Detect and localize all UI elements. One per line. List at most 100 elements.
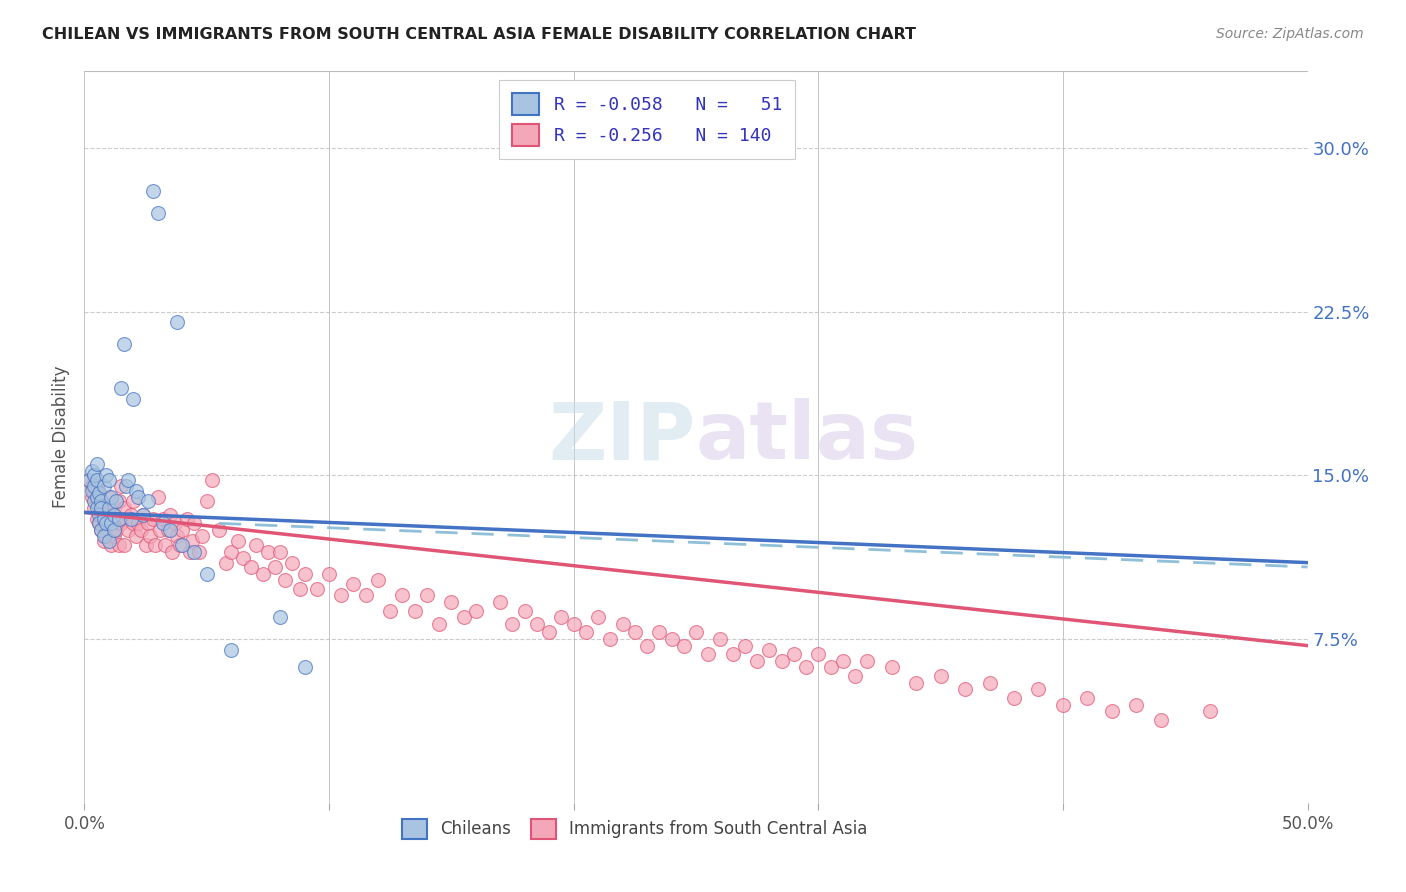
Point: [80, 483, 103, 498]
Point: [117, 523, 139, 537]
Point: [758, 643, 780, 657]
Point: [807, 648, 830, 662]
Point: [489, 595, 512, 609]
Point: [464, 604, 486, 618]
Point: [538, 625, 561, 640]
Point: [129, 523, 152, 537]
Point: [380, 604, 402, 618]
Point: [112, 538, 135, 552]
Point: [1198, 704, 1220, 718]
Text: Source: ZipAtlas.com: Source: ZipAtlas.com: [1216, 27, 1364, 41]
Point: [513, 604, 536, 618]
Point: [117, 473, 139, 487]
Point: [269, 545, 291, 559]
Point: [127, 516, 149, 531]
Point: [770, 654, 793, 668]
Point: [526, 616, 548, 631]
Point: [179, 545, 201, 559]
Point: [86, 473, 108, 487]
Point: [115, 479, 138, 493]
Point: [427, 616, 450, 631]
Point: [709, 632, 731, 646]
Point: [747, 654, 769, 668]
Point: [90, 523, 112, 537]
Point: [661, 632, 683, 646]
Point: [112, 501, 135, 516]
Point: [166, 529, 188, 543]
Point: [169, 538, 191, 552]
Point: [152, 516, 174, 531]
Point: [191, 529, 214, 543]
Point: [122, 392, 145, 406]
Point: [136, 516, 159, 531]
Point: [83, 468, 105, 483]
Point: [188, 545, 211, 559]
Point: [330, 588, 353, 602]
Point: [979, 675, 1001, 690]
Point: [77, 473, 100, 487]
Point: [264, 560, 287, 574]
Text: ZIP: ZIP: [548, 398, 696, 476]
Point: [318, 566, 340, 581]
Point: [107, 512, 129, 526]
Text: atlas: atlas: [696, 398, 920, 476]
Point: [87, 501, 110, 516]
Point: [1052, 698, 1074, 712]
Point: [149, 523, 172, 537]
Point: [274, 573, 297, 587]
Point: [100, 516, 122, 531]
Point: [783, 648, 806, 662]
Text: CHILEAN VS IMMIGRANTS FROM SOUTH CENTRAL ASIA FEMALE DISABILITY CORRELATION CHAR: CHILEAN VS IMMIGRANTS FROM SOUTH CENTRAL…: [42, 27, 917, 42]
Point: [146, 490, 169, 504]
Point: [269, 610, 291, 624]
Point: [90, 494, 112, 508]
Point: [183, 545, 205, 559]
Point: [93, 512, 115, 526]
Point: [502, 616, 524, 631]
Point: [103, 529, 125, 543]
Point: [110, 516, 132, 531]
Point: [404, 604, 426, 618]
Point: [127, 490, 149, 504]
Point: [105, 523, 128, 537]
Point: [929, 669, 952, 683]
Point: [245, 538, 267, 552]
Point: [83, 494, 105, 508]
Point: [820, 660, 842, 674]
Point: [219, 643, 242, 657]
Point: [110, 479, 132, 493]
Point: [86, 501, 108, 516]
Point: [103, 508, 125, 522]
Point: [97, 508, 120, 522]
Point: [342, 577, 364, 591]
Point: [112, 337, 135, 351]
Point: [139, 529, 162, 543]
Point: [87, 508, 110, 522]
Point: [100, 538, 122, 552]
Point: [181, 533, 204, 548]
Point: [93, 533, 115, 548]
Point: [550, 610, 572, 624]
Point: [86, 494, 108, 508]
Point: [195, 494, 218, 508]
Point: [80, 490, 103, 504]
Point: [136, 494, 159, 508]
Point: [575, 625, 598, 640]
Point: [96, 516, 118, 531]
Point: [152, 512, 174, 526]
Point: [1028, 682, 1050, 697]
Point: [288, 582, 311, 596]
Point: [90, 523, 112, 537]
Point: [440, 595, 463, 609]
Point: [87, 485, 110, 500]
Point: [176, 512, 198, 526]
Legend: Chileans, Immigrants from South Central Asia: Chileans, Immigrants from South Central …: [395, 812, 875, 846]
Point: [1125, 698, 1147, 712]
Point: [97, 523, 120, 537]
Point: [239, 560, 262, 574]
Point: [153, 538, 176, 552]
Point: [232, 551, 254, 566]
Point: [105, 494, 128, 508]
Point: [294, 660, 316, 674]
Point: [97, 533, 120, 548]
